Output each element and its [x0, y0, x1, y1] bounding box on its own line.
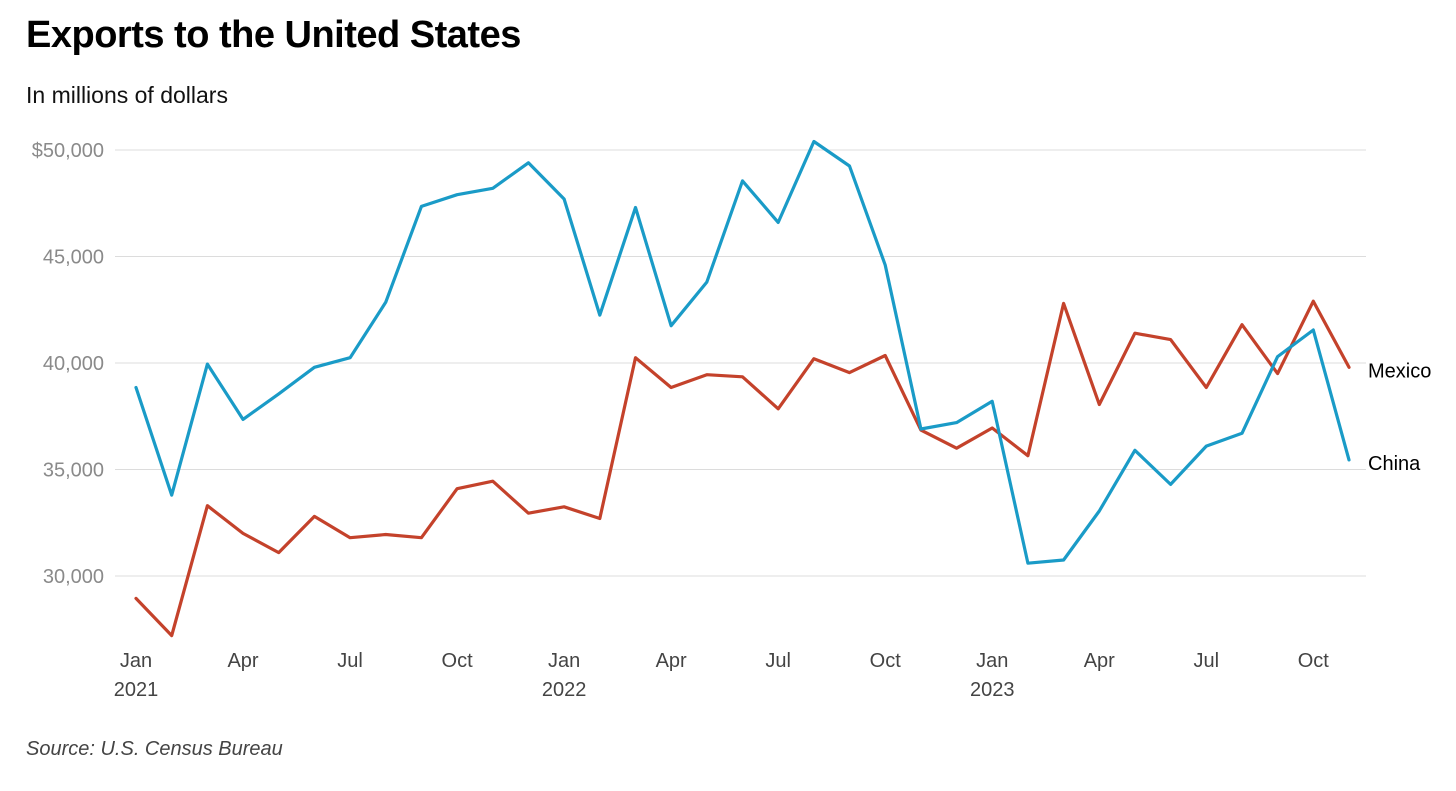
- x-tick-label: Jan: [548, 650, 580, 672]
- y-tick-label: $50,000: [32, 140, 104, 162]
- x-tick-label: Jul: [765, 650, 791, 672]
- x-tick-year-label: 2023: [970, 679, 1015, 701]
- x-tick-label: Oct: [870, 650, 902, 672]
- chart-subtitle: In millions of dollars: [26, 82, 228, 108]
- x-tick-label: Jul: [1194, 650, 1220, 672]
- y-tick-label: 40,000: [43, 353, 104, 375]
- series-labels: China Mexico: [1368, 360, 1431, 475]
- x-tick-label: Jan: [120, 650, 152, 672]
- x-tick-label: Apr: [1084, 650, 1115, 672]
- x-axis-ticks: Jan 2021 Apr Jul Oct Jan 2022 Apr Jul Oct Jan 2023 A…: [114, 650, 1330, 701]
- x-tick-year-label: 2021: [114, 679, 159, 701]
- series-label-china: China: [1368, 453, 1421, 475]
- x-tick-label: Apr: [656, 650, 687, 672]
- x-tick-label: Jan: [976, 650, 1008, 672]
- series-line-mexico: [134, 299, 1351, 638]
- x-tick-label: Jul: [337, 650, 363, 672]
- series-lines: [134, 139, 1351, 638]
- y-tick-label: 35,000: [43, 460, 104, 482]
- gridlines: [115, 149, 1366, 577]
- y-axis-ticks: $50,000 45,000 40,000 35,000 30,000: [32, 140, 104, 588]
- y-tick-label: 45,000: [43, 247, 104, 269]
- series-line-china: [134, 139, 1351, 565]
- series-label-mexico: Mexico: [1368, 360, 1431, 382]
- x-tick-label: Oct: [1298, 650, 1330, 672]
- y-tick-label: 30,000: [43, 566, 104, 588]
- x-tick-year-label: 2022: [542, 679, 587, 701]
- x-tick-label: Apr: [227, 650, 258, 672]
- source-note: Source: U.S. Census Bureau: [26, 738, 283, 760]
- chart-title: Exports to the United States: [26, 14, 521, 56]
- x-tick-label: Oct: [442, 650, 474, 672]
